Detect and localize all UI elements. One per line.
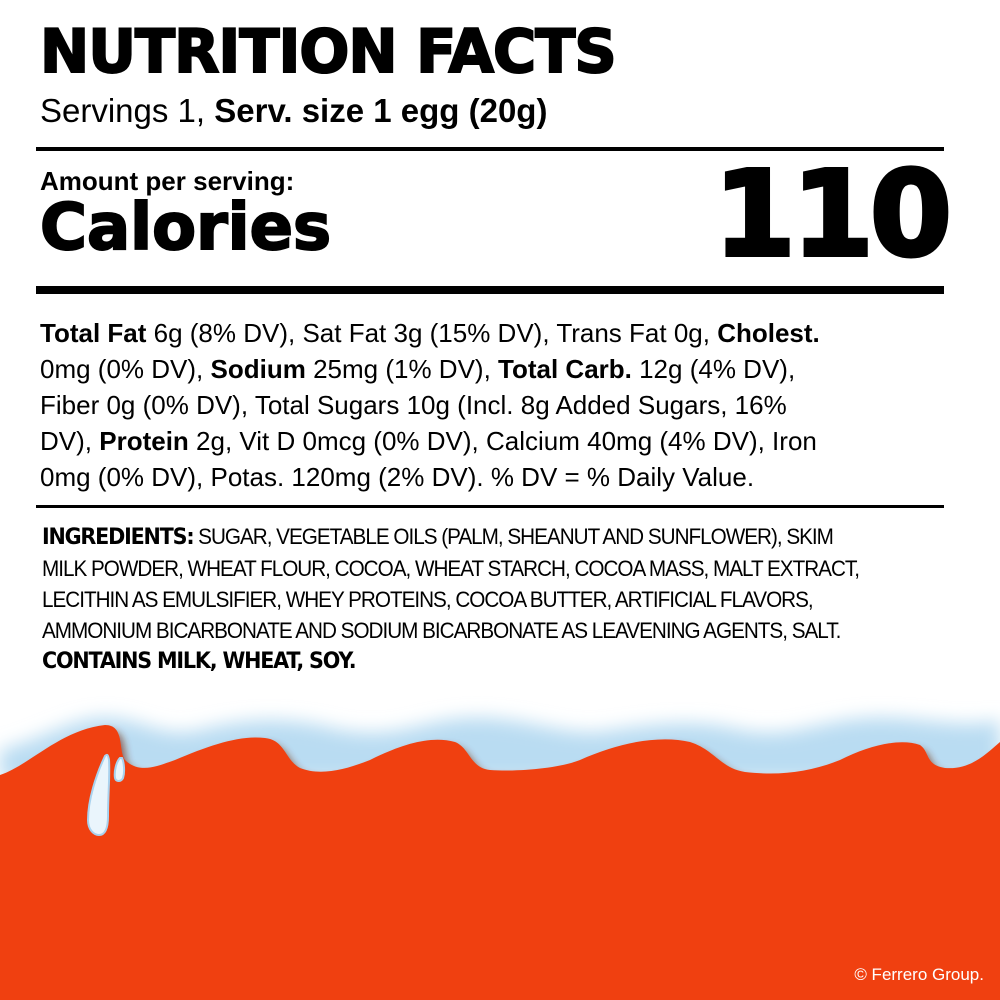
divider-thin [36,505,944,508]
nutrient-text: Fiber 0g (0% DV), Total Sugars 10g (Incl… [40,390,787,420]
calories-label: Calories [39,191,332,265]
nutrient-text: 0mg (0% DV), Potas. 120mg (2% DV). % DV … [40,462,755,492]
nutrients-line: 0mg (0% DV), Sodium 25mg (1% DV), Total … [40,351,820,387]
nutrient-text: DV), [40,426,100,456]
nutrient-name: Sodium [210,354,306,384]
nutrient-name: Cholest. [717,318,820,348]
calories-value: 110 [712,145,954,283]
milk-drop-large [86,753,111,837]
nutrient-text: 6g (8% DV), Sat Fat 3g (15% DV), Trans F… [146,318,718,348]
nutrient-name: Total Fat [40,318,147,348]
ingredients-line: SUGAR, VEGETABLE OILS (PALM, SHEANUT AND… [193,524,834,549]
label-title: NUTRITION FACTS [39,17,618,87]
milk-drop-small [113,757,126,782]
nutrient-text: 25mg (1% DV), [305,354,499,384]
milk-wave-graphic [0,717,1000,1000]
nutrient-text: 2g, Vit D 0mcg (0% DV), Calcium 40mg (4%… [188,426,817,456]
allergen-statement: CONTAINS MILK, WHEAT, SOY. [42,648,357,674]
ingredients-line: LECITHIN AS EMULSIFIER, WHEY PROTEINS, C… [42,587,814,612]
nutrient-text: 12g (4% DV), [631,354,796,384]
nutrients-line: Total Fat 6g (8% DV), Sat Fat 3g (15% DV… [40,315,820,351]
nutrients-line: Fiber 0g (0% DV), Total Sugars 10g (Incl… [40,387,820,423]
nutrient-name: Protein [99,426,189,456]
amount-per-serving-label: Amount per serving: [40,166,295,196]
ingredients-line: MILK POWDER, WHEAT FLOUR, COCOA, WHEAT S… [42,556,860,581]
ingredients-label: INGREDIENTS: [42,524,195,550]
divider-thin [36,147,944,151]
divider-thick [36,286,944,294]
serving-info: Servings 1, Serv. size 1 egg (20g) [40,94,547,127]
serving-size: Serv. size 1 egg (20g) [214,92,548,129]
copyright-notice: © Ferrero Group. [854,965,984,984]
nutrient-name: Total Carb. [498,354,632,384]
nutrient-text: 0mg (0% DV), [40,354,211,384]
ingredients-block: INGREDIENTS: SUGAR, VEGETABLE OILS (PALM… [42,521,860,677]
orange-background [0,725,1000,1000]
nutrients-line: DV), Protein 2g, Vit D 0mcg (0% DV), Cal… [40,423,820,459]
nutrients-line: 0mg (0% DV), Potas. 120mg (2% DV). % DV … [40,459,820,495]
nutrients-paragraph: Total Fat 6g (8% DV), Sat Fat 3g (15% DV… [40,315,820,495]
servings-count: Servings 1, [40,92,215,129]
ingredients-line: AMMONIUM BICARBONATE AND SODIUM BICARBON… [42,618,841,643]
